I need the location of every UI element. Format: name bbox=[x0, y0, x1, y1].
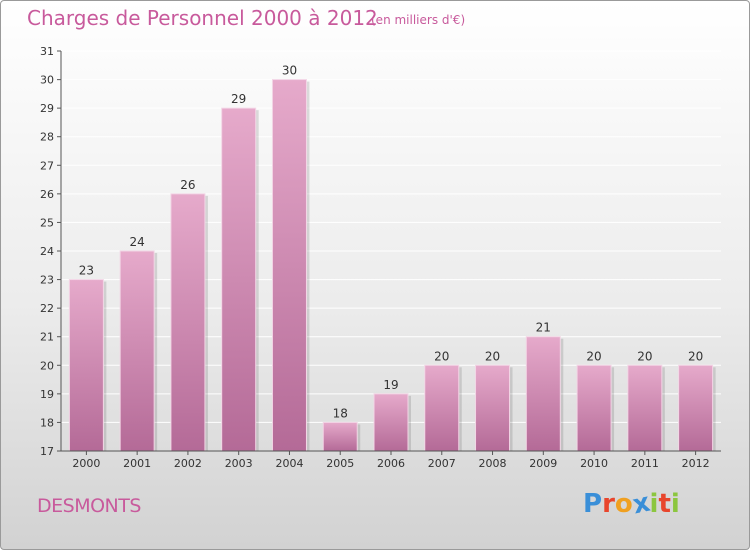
y-tick-label: 24 bbox=[40, 245, 54, 258]
bar bbox=[475, 364, 511, 452]
y-tick-label: 30 bbox=[40, 74, 54, 87]
bar bbox=[373, 393, 409, 452]
x-tick-label: 2011 bbox=[631, 457, 659, 470]
x-tick-label: 2000 bbox=[72, 457, 100, 470]
y-tick-label: 19 bbox=[40, 388, 54, 401]
x-tick-label: 2006 bbox=[377, 457, 405, 470]
proxiti-logo[interactable]: Proxiti bbox=[583, 488, 680, 521]
data-label: 20 bbox=[637, 349, 652, 363]
data-label: 24 bbox=[130, 235, 145, 249]
y-tick-label: 31 bbox=[40, 45, 54, 58]
y-tick-label: 29 bbox=[40, 102, 54, 115]
x-tick-label: 2008 bbox=[479, 457, 507, 470]
commune-name: DESMONTS bbox=[37, 495, 141, 517]
labels: 17 18 19 20 21 22 23 24 25 26 27 28 29 30 31 23 2000 24 20… bbox=[40, 45, 710, 470]
x-tick-label: 2012 bbox=[682, 457, 710, 470]
y-tick-label: 22 bbox=[40, 302, 54, 315]
bar bbox=[271, 79, 307, 452]
x-tick-label: 2002 bbox=[174, 457, 202, 470]
y-tick-label: 25 bbox=[40, 216, 54, 229]
logo-letter: i bbox=[670, 489, 680, 519]
bar bbox=[322, 421, 358, 452]
bar bbox=[576, 364, 612, 452]
bar bbox=[627, 364, 663, 452]
y-tick-label: 26 bbox=[40, 188, 54, 201]
x-tick-label: 2009 bbox=[529, 457, 557, 470]
data-label: 21 bbox=[536, 321, 551, 335]
y-tick-label: 23 bbox=[40, 274, 54, 287]
y-tick-label: 18 bbox=[40, 416, 54, 429]
logo-letter: r bbox=[602, 489, 615, 519]
bar bbox=[170, 193, 206, 452]
x-tick-label: 2001 bbox=[123, 457, 151, 470]
axes bbox=[57, 50, 721, 455]
x-tick-label: 2003 bbox=[225, 457, 253, 470]
data-label: 18 bbox=[333, 406, 348, 420]
logo-letter: i bbox=[649, 489, 659, 519]
data-label: 30 bbox=[282, 64, 297, 78]
data-label: 20 bbox=[688, 349, 703, 363]
y-tick-label: 27 bbox=[40, 159, 54, 172]
y-tick-label: 20 bbox=[40, 359, 54, 372]
logo-letter: o bbox=[614, 489, 633, 519]
data-label: 20 bbox=[485, 349, 500, 363]
data-label: 20 bbox=[586, 349, 601, 363]
bar bbox=[221, 107, 257, 452]
chart-subtitle: (en milliers d'€) bbox=[371, 13, 466, 27]
y-tick-label: 21 bbox=[40, 331, 54, 344]
bar bbox=[119, 250, 155, 452]
data-label: 19 bbox=[383, 378, 398, 392]
data-label: 23 bbox=[79, 264, 94, 278]
x-tick-label: 2010 bbox=[580, 457, 608, 470]
bar bbox=[424, 364, 460, 452]
data-label: 26 bbox=[180, 178, 195, 192]
x-tick-label: 2005 bbox=[326, 457, 354, 470]
data-label: 20 bbox=[434, 349, 449, 363]
y-tick-label: 17 bbox=[40, 445, 54, 458]
logo-letter: P bbox=[583, 489, 603, 519]
data-label: 29 bbox=[231, 92, 246, 106]
bar bbox=[678, 364, 714, 452]
chart-title: Charges de Personnel 2000 à 2012 bbox=[27, 6, 378, 30]
x-tick-label: 2007 bbox=[428, 457, 456, 470]
y-tick-label: 28 bbox=[40, 131, 54, 144]
bars bbox=[68, 79, 716, 452]
logo-letter: t bbox=[658, 489, 671, 519]
bar bbox=[525, 336, 561, 452]
bar bbox=[68, 279, 104, 452]
x-tick-label: 2004 bbox=[275, 457, 303, 470]
